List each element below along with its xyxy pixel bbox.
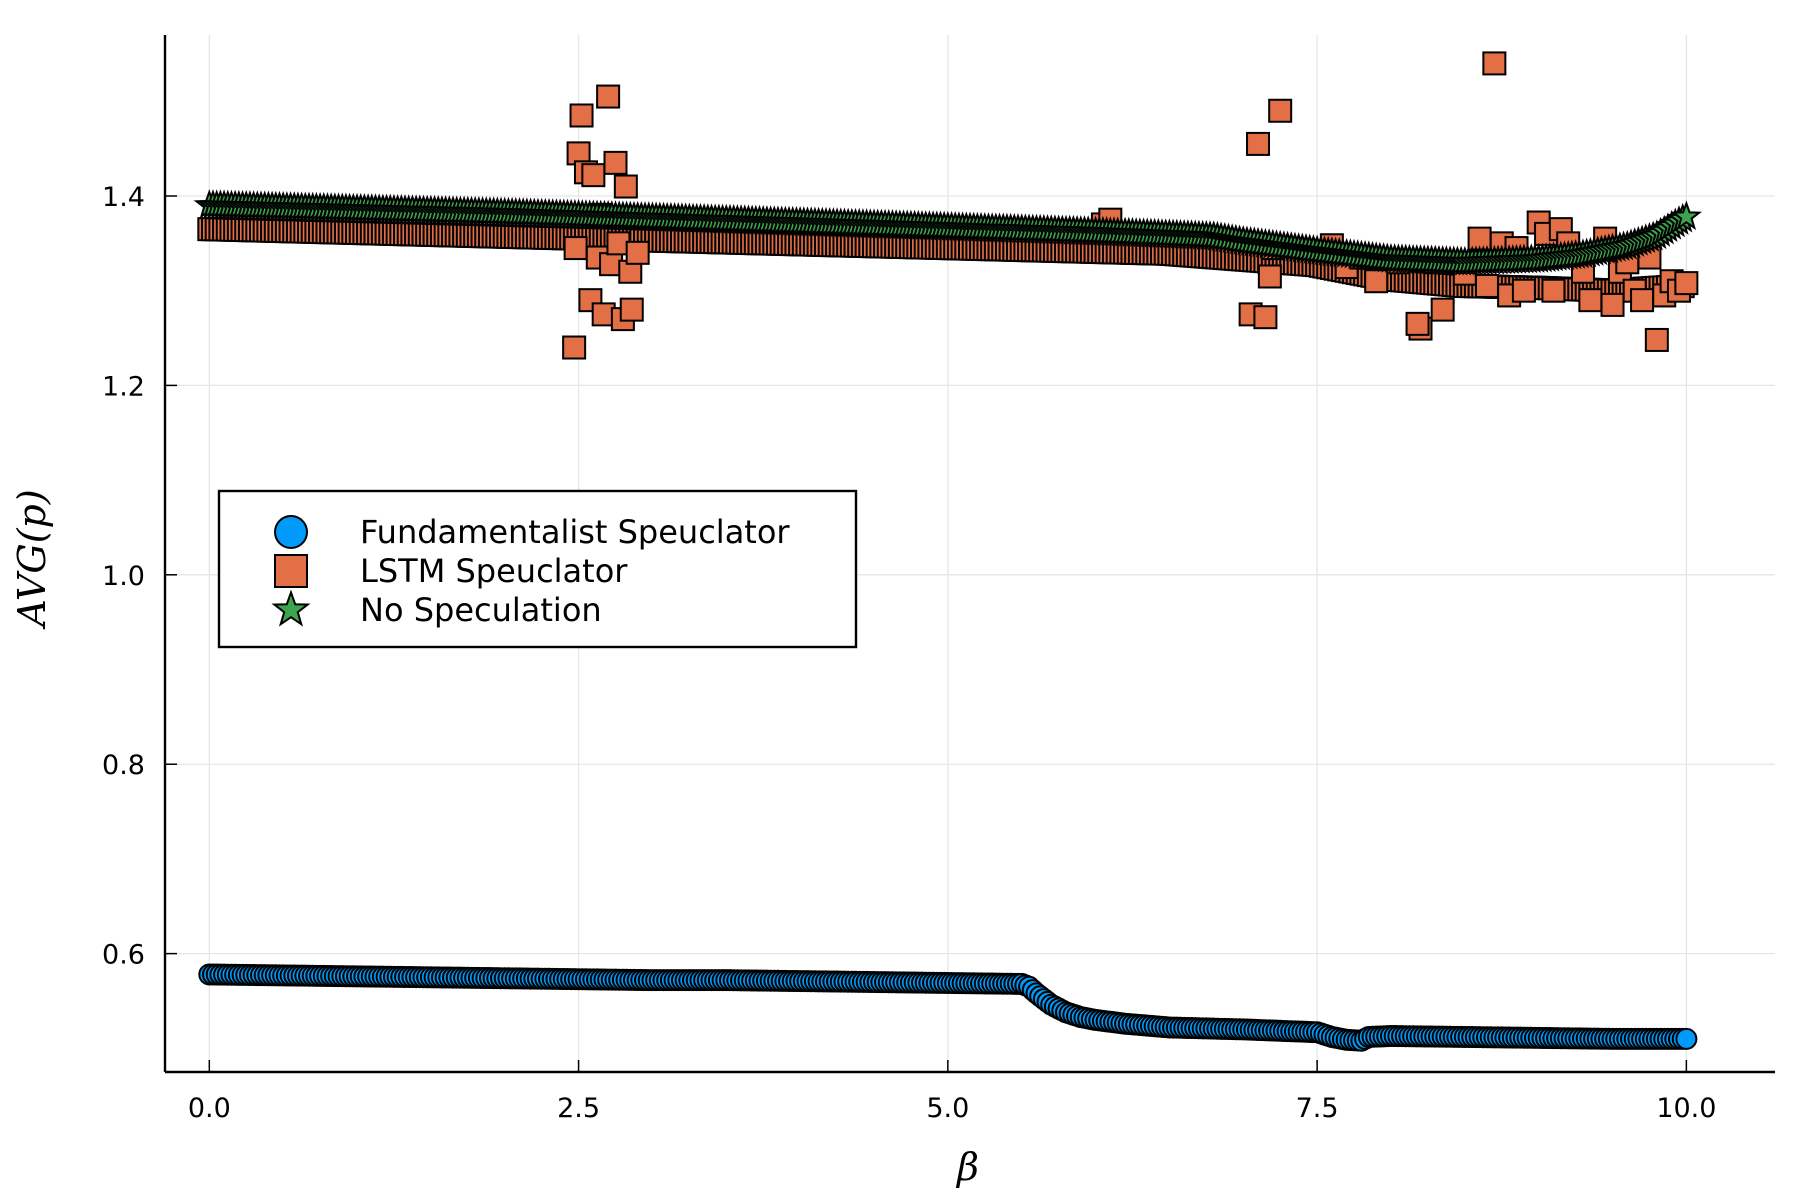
data-point xyxy=(1474,273,1499,298)
x-tick-label: 10.0 xyxy=(1656,1093,1716,1124)
data-point xyxy=(581,163,606,188)
data-point xyxy=(1405,311,1430,336)
data-point xyxy=(569,103,594,128)
y-tick-label: 1.2 xyxy=(102,371,145,402)
data-point xyxy=(613,174,638,199)
y-tick-label: 0.8 xyxy=(102,750,145,781)
data-point xyxy=(603,150,628,175)
y-tick-label: 1.4 xyxy=(102,182,145,213)
data-marks xyxy=(193,51,1703,1052)
data-point xyxy=(1482,51,1507,76)
legend-label: Fundamentalist Speuclator xyxy=(360,513,790,551)
data-point xyxy=(1674,271,1699,296)
data-point xyxy=(625,240,650,265)
data-point xyxy=(1675,1027,1698,1050)
tick-labels: 0.0 2.5 5.0 7.5 10.0 0.6 0.8 1.0 1.2 1.4 xyxy=(102,182,1716,1124)
data-point xyxy=(1430,297,1455,322)
legend-marker xyxy=(274,515,308,549)
x-tick-label: 2.5 xyxy=(557,1093,600,1124)
data-point xyxy=(1630,288,1655,313)
data-point xyxy=(1670,200,1703,231)
series-star xyxy=(193,188,1703,276)
data-point xyxy=(1511,278,1536,303)
data-point xyxy=(562,335,587,360)
y-axis-label: AVG(p) xyxy=(10,489,54,629)
legend-label: No Speculation xyxy=(360,591,602,629)
data-point xyxy=(1541,278,1566,303)
y-tick-label: 0.6 xyxy=(102,940,145,971)
data-point xyxy=(563,236,588,261)
data-point xyxy=(1253,305,1278,330)
legend-box xyxy=(217,489,858,649)
legend-label: LSTM Speuclator xyxy=(360,552,628,590)
x-axis-label: β xyxy=(955,1145,979,1189)
data-point xyxy=(1578,288,1603,313)
data-point xyxy=(1246,131,1271,156)
x-tick-label: 0.0 xyxy=(188,1093,231,1124)
data-point xyxy=(1268,98,1293,123)
data-point xyxy=(619,297,644,322)
legend-marker xyxy=(271,589,311,627)
x-tick-label: 5.0 xyxy=(926,1093,969,1124)
series-circle xyxy=(198,963,1698,1052)
data-point xyxy=(1644,327,1669,352)
y-tick-label: 1.0 xyxy=(102,561,145,592)
legend-marker xyxy=(274,554,308,588)
data-point xyxy=(596,84,621,109)
data-point xyxy=(1600,292,1625,317)
x-tick-label: 7.5 xyxy=(1296,1093,1339,1124)
data-point xyxy=(1364,269,1389,294)
data-point xyxy=(1257,264,1282,289)
axes xyxy=(163,35,1775,1074)
